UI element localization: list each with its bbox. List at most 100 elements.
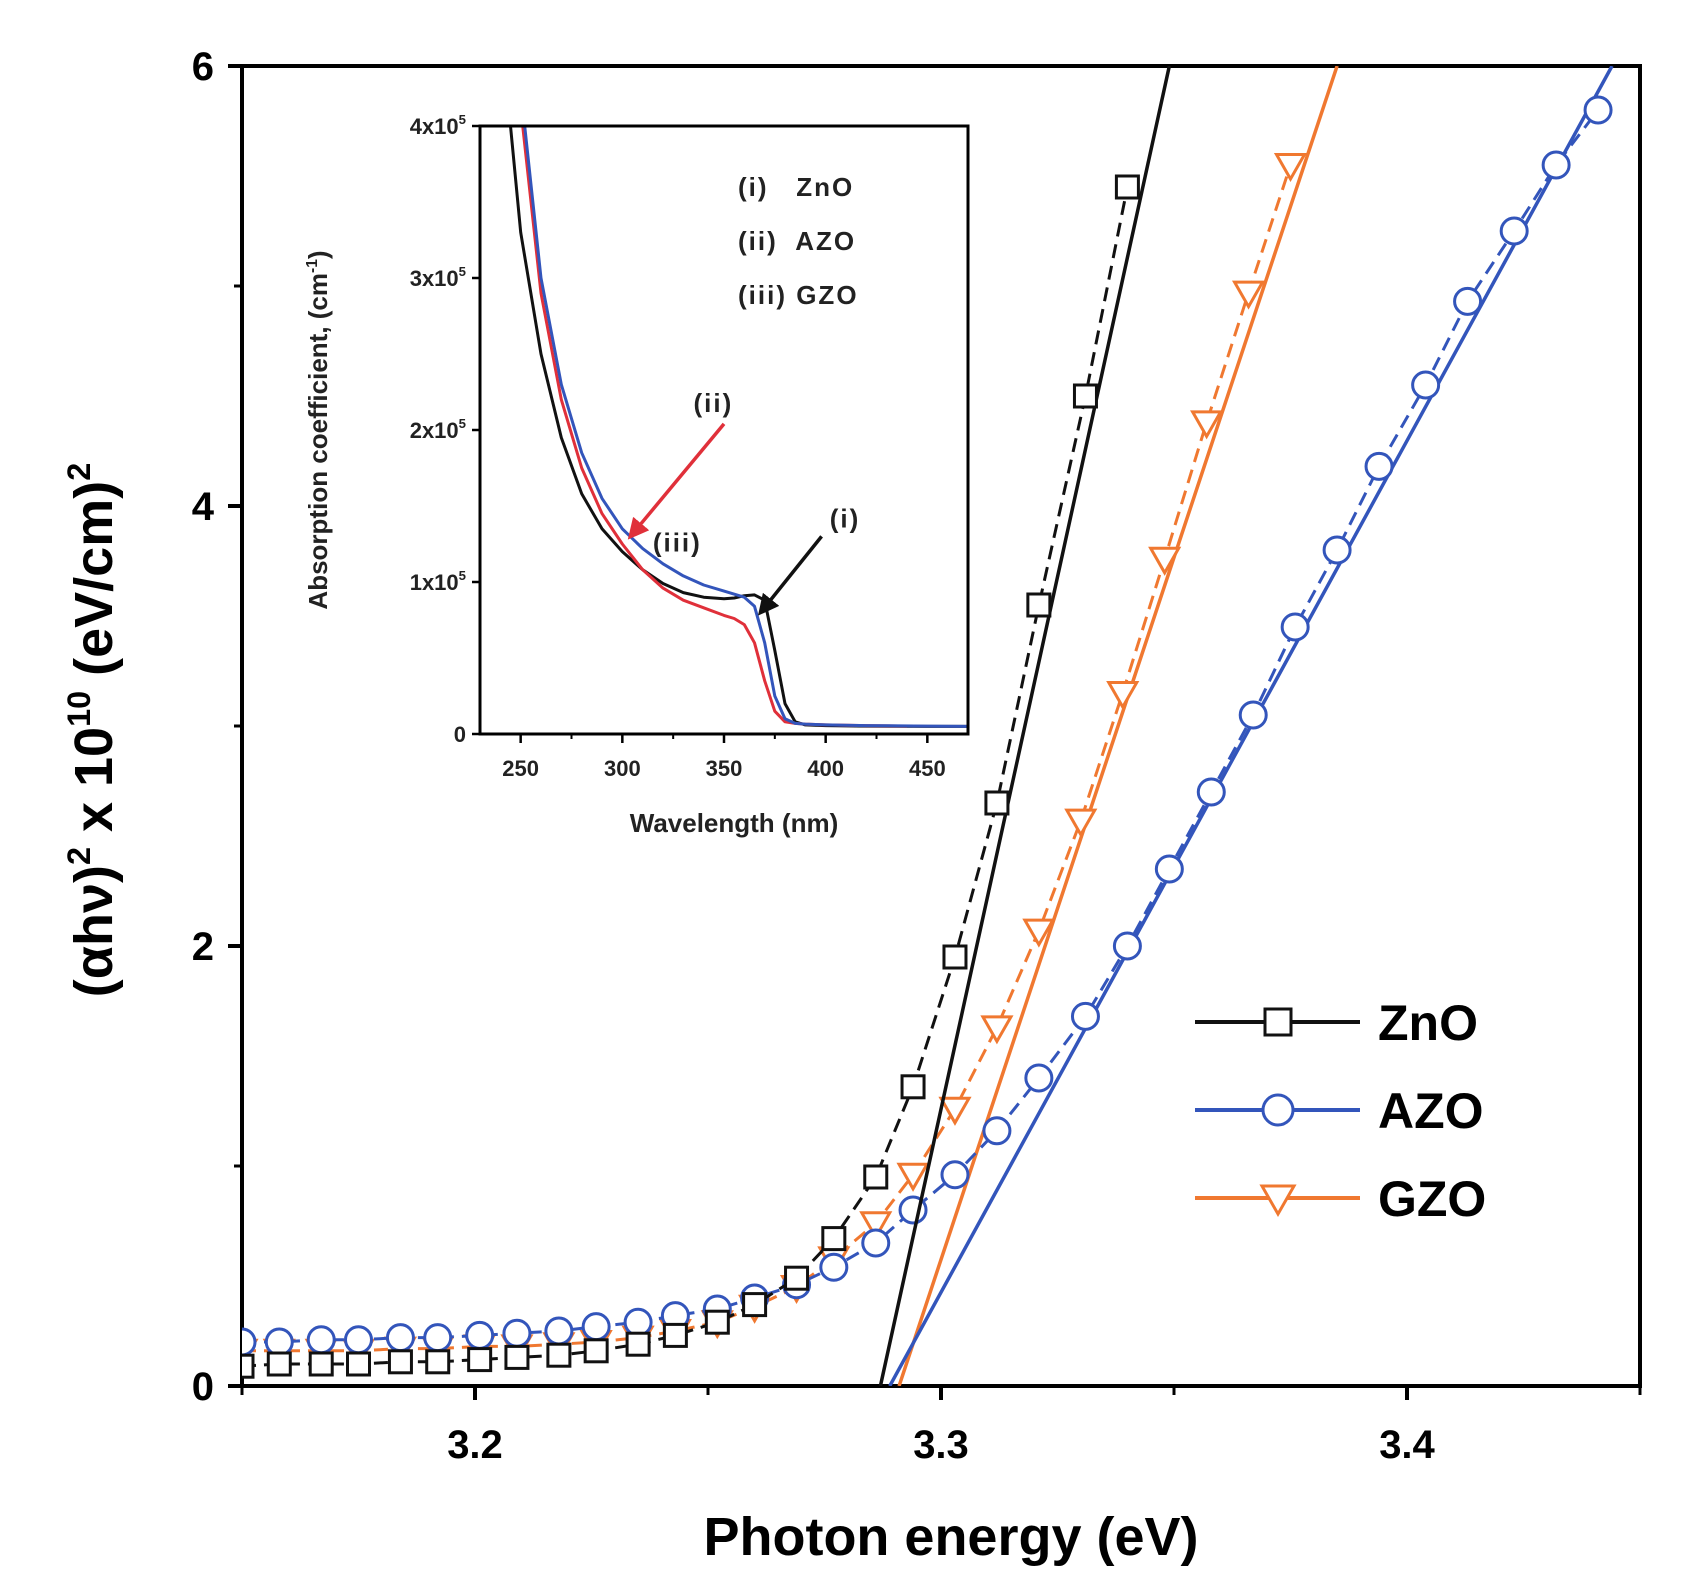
azo-point <box>1070 1001 1100 1031</box>
zno-point <box>504 1344 530 1370</box>
azo-point <box>1280 612 1310 642</box>
legend-azo-marker <box>1261 1093 1295 1127</box>
inset-x-tick-label: 350 <box>706 756 743 781</box>
zno-point <box>784 1265 810 1291</box>
inset-plot: 0 1x105 2x105 3x105 4x105 250 300 350 400 450 Wave… <box>303 112 970 838</box>
azo-point <box>1411 370 1441 400</box>
gzo-point <box>896 1162 930 1192</box>
zno-point <box>863 1164 889 1190</box>
zno-point <box>583 1338 609 1364</box>
zno-point <box>942 944 968 970</box>
inset-data-layer <box>509 126 968 728</box>
legend-azo-label: AZO <box>1378 1083 1484 1139</box>
azo-point <box>465 1320 495 1350</box>
inset-x-tick-label: 300 <box>604 756 641 781</box>
inset-annotation-label: (iii) <box>653 528 702 558</box>
y-tick-label: 2 <box>192 925 214 969</box>
inset-legend-line: (i) ZnO <box>738 172 854 202</box>
zno-fit-line <box>878 66 1172 1386</box>
azo-point <box>344 1325 373 1355</box>
zno-point <box>1072 383 1098 409</box>
azo-point <box>1541 150 1571 180</box>
inset-annotation-label: (i) <box>830 503 861 533</box>
y-axis-title: (αhν)2 x 1010 (eV/cm)2 <box>61 463 124 997</box>
gzo-point <box>1022 918 1056 948</box>
azo-point <box>1499 216 1529 246</box>
inset-annotation-label: (ii) <box>694 388 734 418</box>
azo-point <box>1024 1063 1054 1093</box>
zno-point <box>625 1331 651 1357</box>
azo-point <box>385 1323 415 1353</box>
azo-point <box>1453 286 1483 316</box>
azo-point <box>819 1252 849 1282</box>
legend-gzo-marker <box>1259 1184 1297 1218</box>
azo-point <box>940 1160 970 1190</box>
azo-point <box>423 1323 453 1353</box>
inset-y-axis-title: Absorption coefficient, (cm-1) <box>303 250 333 609</box>
inset-x-tick-label: 250 <box>502 756 539 781</box>
zno-point <box>704 1309 730 1335</box>
gzo-point <box>1064 808 1098 838</box>
gzo-point <box>980 1015 1014 1045</box>
main-data-layer <box>242 66 1614 1386</box>
inset-y-tick-label: 3x105 <box>410 264 466 291</box>
azo-point <box>1322 535 1352 565</box>
azo-point <box>1154 854 1184 884</box>
legend-zno-marker <box>1263 1007 1293 1037</box>
main-legend: ZnO AZO GZO <box>1195 995 1486 1227</box>
zno-point <box>266 1351 292 1377</box>
zno-point <box>546 1342 572 1368</box>
zno-point <box>662 1322 688 1348</box>
azo-point <box>1196 777 1226 807</box>
gzo-point <box>1190 410 1224 440</box>
zno-data-line <box>242 186 1129 1368</box>
inset-y-tick-label: 1x105 <box>410 568 466 595</box>
azo-point <box>544 1316 574 1346</box>
inset-y-tick-label: 2x105 <box>410 416 466 443</box>
gzo-point <box>859 1211 893 1241</box>
zno-point <box>308 1351 334 1377</box>
inset-legend-line: (iii) GZO <box>738 280 859 310</box>
zno-point <box>387 1349 413 1375</box>
azo-point <box>1583 95 1613 125</box>
azo-point <box>581 1312 611 1342</box>
zno-point <box>984 790 1010 816</box>
azo-point <box>264 1327 294 1357</box>
zno-point <box>1114 174 1140 200</box>
x-tick-label: 3.4 <box>1379 1423 1435 1467</box>
inset-y-tick-label: 4x105 <box>410 112 466 139</box>
main-plot: 0 2 4 6 3.2 3.3 3.4 Photon energy (eV) (αhν)2 x … <box>61 45 1642 1567</box>
gzo-point <box>1231 280 1266 310</box>
inset-azo-curve <box>523 126 968 728</box>
azo-point <box>1364 451 1394 481</box>
legend-gzo-label: GZO <box>1378 1171 1486 1227</box>
azo-point <box>502 1318 532 1348</box>
inset-annotation-arrow <box>757 535 823 616</box>
y-tick-label: 4 <box>192 485 215 529</box>
zno-point <box>425 1349 451 1375</box>
azo-point <box>861 1228 891 1258</box>
legend-zno-label: ZnO <box>1378 995 1478 1051</box>
zno-point <box>467 1347 493 1373</box>
gzo-point <box>1106 681 1140 711</box>
inset-background <box>480 126 968 734</box>
azo-point <box>306 1325 336 1355</box>
x-tick-label: 3.2 <box>447 1423 503 1467</box>
inset-annotation-arrow <box>627 422 726 540</box>
zno-point <box>346 1351 371 1377</box>
inset-x-tick-label: 450 <box>909 756 946 781</box>
x-axis-title: Photon energy (eV) <box>703 1507 1198 1567</box>
inset-x-axis-title: Wavelength (nm) <box>630 808 838 838</box>
zno-point <box>242 1353 255 1379</box>
zno-point <box>1026 592 1052 618</box>
inset-y-tick-label: 0 <box>454 722 466 747</box>
x-tick-label: 3.3 <box>913 1423 969 1467</box>
azo-point <box>623 1307 653 1337</box>
gzo-point <box>1273 153 1308 183</box>
inset-plot-frame <box>478 124 970 736</box>
gzo-fit-line <box>897 66 1339 1386</box>
azo-point <box>1112 931 1142 961</box>
azo-point <box>1238 700 1268 730</box>
zno-point <box>900 1074 926 1100</box>
